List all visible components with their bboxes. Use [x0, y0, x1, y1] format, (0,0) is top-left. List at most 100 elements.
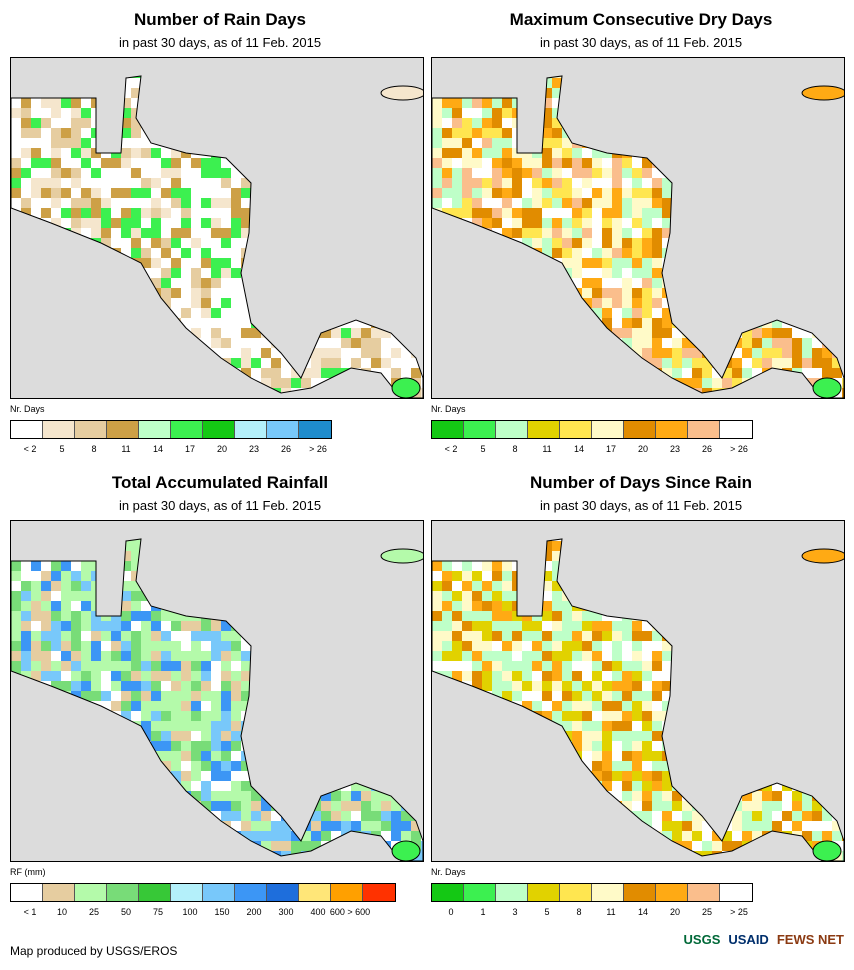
legend-label: 26: [701, 444, 713, 454]
legend-swatch: [331, 884, 363, 901]
legend-swatch: [299, 884, 331, 901]
legend-label: 17: [605, 444, 617, 454]
legend-swatch: [139, 421, 171, 438]
legend-label: 20: [669, 907, 681, 917]
legend-label: 3: [512, 907, 518, 917]
legend-label: 400: [310, 907, 326, 917]
legend-label: < 1: [23, 907, 37, 917]
legend-swatch: [107, 421, 139, 438]
legend-swatch: [11, 421, 43, 438]
legend-swatch: [75, 884, 107, 901]
legend-label: 5: [544, 907, 550, 917]
legend-swatch: [363, 884, 395, 901]
landmass-colombia: [391, 377, 421, 398]
legend-label: 200: [246, 907, 262, 917]
legend-swatch: [656, 884, 688, 901]
panel-title: Maximum Consecutive Dry Days: [509, 10, 773, 29]
legend-label: 5: [480, 444, 486, 454]
legend-swatch: [235, 884, 267, 901]
legend-label: 600 > 600: [329, 907, 371, 917]
panel-title: Number of Rain Days: [134, 10, 306, 29]
panel-rain-days: Number of Rain Days in past 30 days, as …: [10, 0, 430, 460]
legend-swatch: [171, 421, 203, 438]
island: [801, 85, 844, 101]
logo-strip: USGS USAID FEWS NET: [684, 932, 844, 947]
legend-swatch: [528, 884, 560, 901]
panel-total-rainfall: Total Accumulated Rainfall in past 30 da…: [10, 463, 430, 923]
legend-labels: < 1 10 25 50 75 100 150 200 300 400 600 > 600: [10, 907, 371, 919]
legend-label: 150: [214, 907, 230, 917]
legend-label: 20: [637, 444, 649, 454]
legend-swatch: [432, 421, 464, 438]
legend-swatch: [11, 884, 43, 901]
legend-swatch: [139, 884, 171, 901]
legend-label: 14: [152, 444, 164, 454]
landmass-colombia: [812, 840, 842, 861]
coastline: [11, 75, 423, 398]
panel-subtitle: in past 30 days, as of 11 Feb. 2015: [539, 35, 743, 50]
legend-label: 0: [448, 907, 454, 917]
legend-swatch: [688, 421, 720, 438]
legend-label: 100: [182, 907, 198, 917]
legend-bar: [10, 420, 332, 439]
legend-title: RF (mm): [10, 867, 46, 877]
legend-swatch: [43, 884, 75, 901]
legend-swatch: [107, 884, 139, 901]
legend-swatch: [496, 884, 528, 901]
legend-swatch: [203, 421, 235, 438]
raster-cells: [432, 539, 844, 861]
legend-label: 25: [701, 907, 713, 917]
legend-swatch: [432, 884, 464, 901]
legend-label: 14: [573, 444, 585, 454]
legend-label: > 26: [730, 444, 748, 454]
raster-cells: [11, 76, 423, 398]
legend-label: 8: [512, 444, 518, 454]
panel-title: Total Accumulated Rainfall: [111, 473, 329, 492]
legend-swatch: [624, 884, 656, 901]
legend-title: Nr. Days: [431, 404, 466, 414]
coastline: [11, 538, 423, 861]
panel-title: Number of Days Since Rain: [529, 473, 752, 492]
footer-credit: Map produced by USGS/EROS: [10, 944, 178, 958]
legend-label: 10: [56, 907, 68, 917]
landmass-colombia: [391, 840, 421, 861]
panel-subtitle: in past 30 days, as of 11 Feb. 2015: [118, 498, 322, 513]
coastline: [432, 538, 844, 861]
legend-swatch: [656, 421, 688, 438]
legend-label: 26: [280, 444, 292, 454]
legend-swatch: [592, 421, 624, 438]
legend-labels: < 2 5 8 11 14 17 20 23 26 > 26: [431, 444, 791, 456]
legend-label: 75: [152, 907, 164, 917]
panel-subtitle: in past 30 days, as of 11 Feb. 2015: [118, 35, 322, 50]
legend-swatch: [496, 421, 528, 438]
legend-label: 23: [669, 444, 681, 454]
legend-label: 50: [120, 907, 132, 917]
legend-label: 20: [216, 444, 228, 454]
map-dry-days: [431, 57, 845, 399]
coastline: [432, 75, 844, 398]
legend-label: > 26: [309, 444, 327, 454]
legend-label: 11: [606, 907, 616, 917]
legend-bar: [431, 883, 753, 902]
raster-cells: [11, 539, 423, 861]
usgs-logo: USGS: [683, 932, 721, 947]
legend-label: < 2: [23, 444, 37, 454]
landmass-colombia: [812, 377, 842, 398]
legend-swatch: [235, 421, 267, 438]
panel-days-since-rain: Number of Days Since Rain in past 30 day…: [431, 463, 851, 923]
legend-labels: < 2 5 8 11 14 17 20 23 26 > 26: [10, 444, 370, 456]
island: [380, 85, 423, 101]
legend-swatch: [75, 421, 107, 438]
legend-label: 8: [576, 907, 582, 917]
panel-dry-days: Maximum Consecutive Dry Days in past 30 …: [431, 0, 851, 460]
legend-swatch: [560, 421, 592, 438]
legend-label: 5: [59, 444, 65, 454]
legend-label: 17: [184, 444, 196, 454]
legend-swatch: [267, 421, 299, 438]
legend-label: 300: [278, 907, 294, 917]
map-rain-days: [10, 57, 424, 399]
legend-bar: [431, 420, 753, 439]
legend-swatch: [624, 421, 656, 438]
legend-swatch: [720, 884, 752, 901]
legend-label: 14: [637, 907, 649, 917]
